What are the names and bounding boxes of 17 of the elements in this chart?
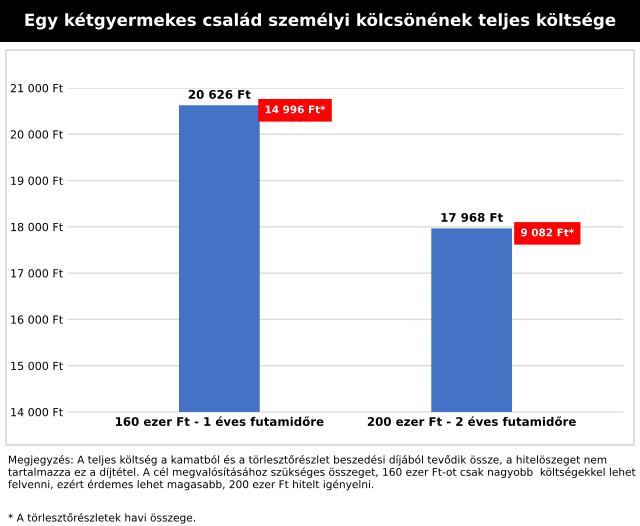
chart-title: Egy kétgyermekes család személyi kölcsönének teljes költsége [25, 12, 616, 30]
annotation: 14 996 Ft* [266, 105, 326, 114]
data-label: 20 626 Ft [188, 90, 251, 99]
y-tick-label: 17 000 Ft [11, 269, 63, 278]
y-tick-label: 20 000 Ft [10, 130, 63, 139]
y-tick-label: 14 000 Ft [11, 408, 63, 416]
y-tick-label: 16 000 Ft [11, 315, 63, 324]
y-tick-label: 19 000 Ft [11, 176, 63, 185]
x-tick-label: 200 ezer Ft - 2 éves futamidőre [368, 416, 576, 426]
annotation: 9 082 Ft* [520, 228, 574, 236]
x-tick-label: 160 ezer Ft - 1 éves futamidőre [116, 416, 324, 426]
y-tick-label: 21 000 Ft [10, 84, 63, 92]
text: * A törlesztőrészletek havi összege. [8, 513, 195, 524]
data-label: 17 968 Ft [441, 212, 503, 222]
y-tick-label: 15 000 Ft [11, 362, 63, 370]
y-tick-label: 18 000 Ft [11, 222, 63, 232]
text: Megjegyzés: A teljes költség a kamatból és a törlesztőrészlet beszedési díjából tevődik össze, a hitelöszeget nem tartalmazza ez a díjtétel. A cél megvalósításához szükséges összeget, 160 ezer Ft-ot csak nagyobb költségekkel lehet felvenni, ezért érdemes lehet magasabb, 200 ezer Ft hitelt igényelni. [8, 455, 636, 490]
